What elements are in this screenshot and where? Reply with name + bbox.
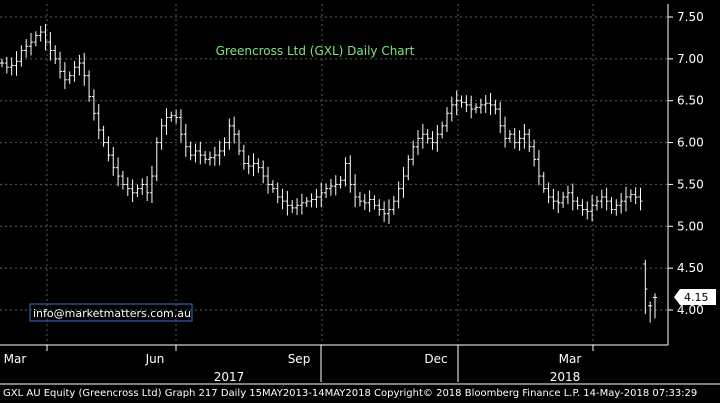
y-tick-label: 5.00 — [677, 219, 704, 233]
axes: 7.50 7.00 6.50 6.00 5.50 5.00 4.50 4.00 Mar Jun Se… — [0, 4, 720, 385]
y-tick-label: 7.50 — [677, 10, 704, 24]
y-tick-label: 4.50 — [677, 261, 704, 275]
chart-svg: 7.50 7.00 6.50 6.00 5.50 5.00 4.50 4.00 Mar Jun Se… — [0, 4, 720, 385]
x-year-label: 2018 — [550, 370, 581, 384]
x-month-label: Mar — [4, 352, 27, 366]
watermark-box — [29, 303, 193, 322]
price-bars — [0, 23, 657, 323]
y-tick-label: 4.00 — [677, 303, 704, 317]
y-tick-label: 5.50 — [677, 177, 704, 191]
last-price-label: 4.15 — [684, 291, 709, 304]
x-month-label: Dec — [424, 352, 447, 366]
x-year-label: 2017 — [214, 370, 245, 384]
footer-bar: GXL AU Equity (Greencross Ltd) Graph 217… — [0, 385, 720, 403]
x-month-label: Jun — [145, 352, 165, 366]
last-price-tag: 4.15 — [674, 289, 716, 305]
y-tick-label: 6.50 — [677, 94, 704, 108]
footer-text: GXL AU Equity (Greencross Ltd) Graph 217… — [3, 388, 698, 399]
y-tick-label: 7.00 — [677, 52, 704, 66]
x-month-label: Sep — [288, 352, 311, 366]
y-tick-label: 6.00 — [677, 136, 704, 150]
last-price-badge — [674, 289, 716, 305]
watermark-text: info@marketmatters.com.au — [33, 307, 191, 320]
chart-title: Greencross Ltd (GXL) Daily Chart — [216, 44, 415, 58]
x-month-label: Mar — [559, 352, 582, 366]
grid-lines — [0, 4, 668, 345]
